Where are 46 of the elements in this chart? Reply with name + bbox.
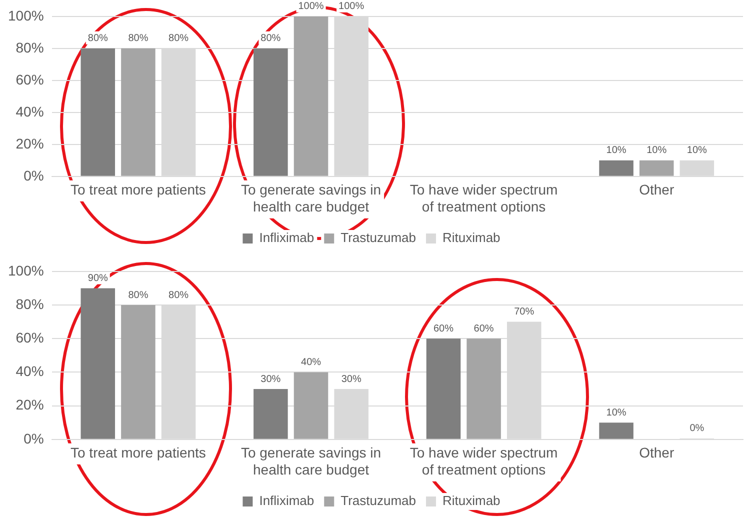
x-tick-label: To generate savings in health care budget	[240, 182, 382, 214]
y-tick-label: 40%	[16, 103, 44, 120]
x-tick-label: Other	[639, 182, 674, 198]
data-label: 70%	[514, 306, 534, 318]
y-tick-label: 100%	[8, 7, 44, 24]
x-tick-label: To generate savings in health care budget	[240, 444, 382, 478]
legend-label: Trastuzumab	[340, 230, 416, 246]
data-label: 40%	[300, 356, 322, 368]
y-tick-label: 20%	[16, 396, 44, 413]
y-tick-label: 20%	[16, 135, 44, 152]
y-tick-label: 40%	[16, 363, 44, 380]
data-label: 80%	[88, 33, 108, 44]
x-tick-label: To have wider spectrum of treatment options	[410, 182, 558, 214]
data-label: 10%	[686, 145, 708, 156]
y-tick-label: 0%	[24, 167, 44, 184]
data-label: 10%	[606, 407, 626, 418]
legend-label: Rituximab	[442, 493, 500, 508]
x-tick-label: Other	[639, 444, 674, 461]
y-tick-label: 60%	[16, 329, 44, 346]
data-label: 80%	[168, 290, 189, 301]
data-label: 90%	[88, 272, 108, 284]
x-tick-label: To have wider spectrum of treatment options	[410, 444, 558, 478]
x-tick-label: To treat more patients	[70, 444, 206, 461]
legend-label: Trastuzumab	[340, 493, 416, 508]
data-label: 0%	[690, 423, 704, 434]
x-tick-label: To treat more patients	[70, 182, 206, 198]
legend-label: Infliximab	[259, 230, 314, 246]
data-label: 10%	[646, 145, 667, 156]
data-label: 60%	[433, 323, 454, 334]
y-tick-label: 100%	[8, 262, 44, 278]
data-label: 30%	[260, 374, 281, 385]
y-tick-label: 0%	[24, 430, 44, 446]
legend-label: Rituximab	[442, 230, 500, 246]
data-label: 10%	[606, 145, 626, 156]
legend-label: Infliximab	[259, 493, 314, 508]
data-label: 60%	[474, 323, 494, 334]
data-label: 80%	[128, 290, 148, 301]
data-label: 80%	[260, 33, 281, 44]
data-label: 100%	[298, 1, 324, 12]
y-tick-label: 60%	[16, 71, 44, 88]
data-label: 100%	[338, 1, 364, 12]
data-label: 80%	[168, 33, 189, 44]
y-tick-label: 80%	[16, 39, 44, 56]
data-label: 30%	[341, 374, 362, 385]
data-label: 80%	[128, 33, 148, 44]
y-tick-label: 80%	[16, 296, 44, 312]
